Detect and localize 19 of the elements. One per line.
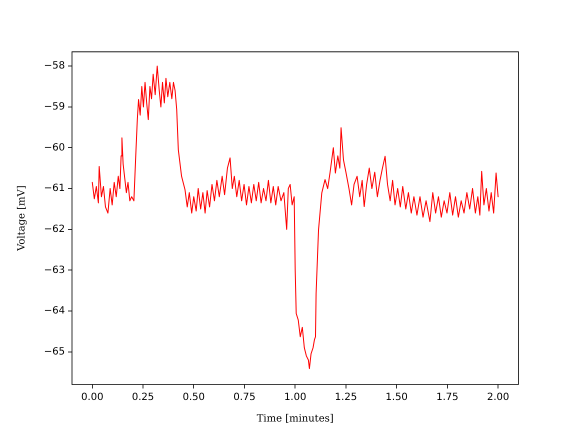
x-tick-label: 1.50: [386, 392, 408, 404]
x-tick-label: 0.00: [81, 392, 104, 404]
x-tick-label: 1.00: [284, 392, 306, 404]
x-tick-label: 0.25: [132, 392, 154, 404]
x-axis-title: Time [minutes]: [256, 414, 334, 425]
y-tick-label: −60: [44, 142, 65, 154]
y-tick-label: −59: [44, 102, 65, 113]
x-tick-label: 1.25: [334, 392, 358, 404]
y-tick-label: −63: [44, 264, 65, 276]
x-tick-label: 0.50: [182, 392, 205, 404]
x-tick-label: 2.00: [486, 392, 510, 404]
y-axis-title: Voltage [mV]: [16, 185, 28, 252]
y-tick-label: −58: [44, 60, 65, 72]
y-tick-label: −64: [44, 306, 65, 317]
y-tick-label: −62: [44, 224, 65, 235]
y-tick-label: −61: [44, 183, 65, 194]
y-tick-label: −65: [44, 346, 65, 358]
x-tick-label: 1.75: [436, 392, 459, 404]
x-tick-label: 0.75: [233, 392, 256, 404]
